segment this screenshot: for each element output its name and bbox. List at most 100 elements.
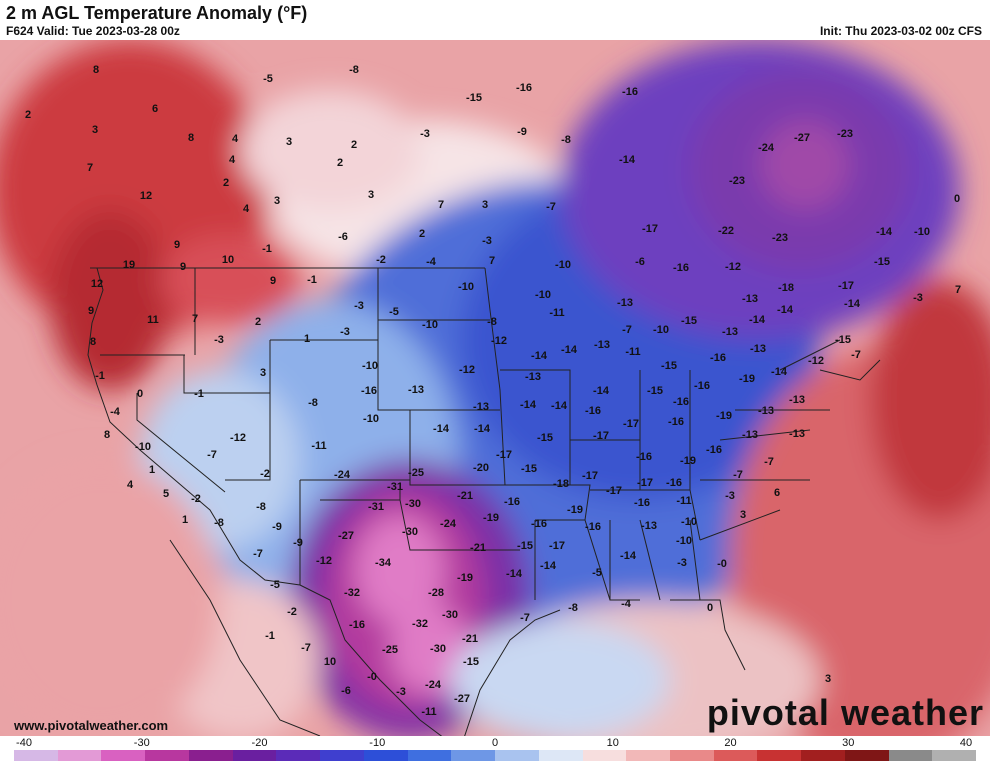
anomaly-value-label: -14	[561, 344, 578, 356]
anomaly-value-label: -10	[135, 441, 151, 453]
anomaly-value-label: 3	[482, 199, 488, 211]
anomaly-value-label: -2	[260, 468, 270, 480]
anomaly-value-label: -31	[387, 481, 403, 493]
anomaly-value-label: -1	[194, 388, 204, 400]
anomaly-value-label: -10	[555, 259, 571, 271]
anomaly-value-label: -11	[549, 307, 564, 319]
anomaly-value-label: -17	[606, 485, 622, 497]
anomaly-value-label: 7	[192, 313, 198, 325]
colorbar-segment	[538, 750, 583, 761]
colorbar-segment	[844, 750, 889, 761]
colorbar-segment	[101, 750, 146, 761]
anomaly-value-label: -15	[521, 463, 537, 475]
anomaly-value-label: -13	[641, 520, 657, 532]
anomaly-value-label: -30	[405, 498, 421, 510]
anomaly-value-label: 1	[149, 464, 155, 476]
anomaly-value-label: -8	[568, 602, 578, 614]
anomaly-value-label: -18	[778, 282, 794, 294]
colorbar-segment	[670, 750, 714, 761]
anomaly-value-label: 0	[954, 193, 960, 205]
anomaly-value-label: 1	[182, 514, 188, 526]
anomaly-value-label: -25	[408, 467, 424, 479]
colorbar-segment	[145, 750, 189, 761]
anomaly-value-label: -3	[340, 326, 350, 338]
anomaly-value-label: 3	[740, 509, 746, 521]
anomaly-value-label: 8	[93, 64, 99, 76]
anomaly-value-label: -12	[808, 355, 824, 367]
anomaly-value-label: -4	[426, 256, 437, 268]
anomaly-value-label: -16	[673, 262, 689, 274]
anomaly-value-label: -16	[706, 444, 722, 456]
colorbar-segment	[932, 750, 977, 761]
anomaly-value-label: -14	[619, 154, 636, 166]
anomaly-value-label: -16	[666, 477, 682, 489]
anomaly-value-label: 7	[955, 284, 961, 296]
anomaly-value-label: 4	[232, 133, 239, 145]
anomaly-value-label: -19	[457, 572, 473, 584]
anomaly-value-label: -16	[504, 496, 520, 508]
anomaly-value-label: -19	[483, 512, 499, 524]
anomaly-value-label: -14	[620, 550, 637, 562]
anomaly-value-label: -17	[838, 280, 854, 292]
anomaly-value-label: -7	[764, 456, 774, 468]
anomaly-value-label: -16	[668, 416, 684, 428]
anomaly-value-label: -27	[794, 132, 810, 144]
anomaly-value-label: -7	[520, 612, 530, 624]
anomaly-value-label: 0	[137, 388, 143, 400]
colorbar-tick-label: 20	[724, 737, 737, 749]
anomaly-value-label: -3	[354, 300, 364, 312]
anomaly-value-label: -15	[661, 360, 677, 372]
anomaly-value-label: -10	[676, 535, 692, 547]
anomaly-value-label: 9	[180, 261, 186, 273]
anomaly-value-label: -32	[344, 587, 360, 599]
anomaly-value-label: -11	[625, 346, 640, 358]
anomaly-value-label: 6	[152, 103, 158, 115]
anomaly-value-label: 7	[489, 255, 495, 267]
anomaly-value-label: -3	[396, 686, 406, 698]
anomaly-value-label: 7	[87, 162, 93, 174]
anomaly-value-label: -13	[408, 384, 424, 396]
anomaly-value-label: -7	[851, 349, 861, 361]
colorbar-segment	[320, 750, 364, 761]
anomaly-value-label: -14	[777, 304, 794, 316]
anomaly-value-label: -8	[214, 517, 224, 529]
colorbar-tick-label: -10	[369, 737, 386, 749]
temperature-anomaly-map: 8 2 3 6 7 12 8 4 4 2 4 3 3 -5 -8 2 2 3 7 3 -3 -15 -16 -9 -8 -16 -1…	[0, 40, 990, 736]
anomaly-value-label: -7	[622, 324, 632, 336]
anomaly-value-label: -16	[694, 380, 710, 392]
anomaly-value-label: -12	[230, 432, 246, 444]
anomaly-value-label: -3	[913, 292, 923, 304]
colorbar-tick-label: 30	[842, 737, 855, 749]
anomaly-value-label: -17	[623, 418, 639, 430]
anomaly-value-label: -16	[673, 396, 689, 408]
anomaly-value-label: -6	[635, 256, 645, 268]
colorbar-segment	[713, 750, 758, 761]
anomaly-value-label: -14	[593, 385, 610, 397]
anomaly-value-label: 3	[286, 136, 292, 148]
anomaly-value-label: -1	[307, 274, 317, 286]
anomaly-value-label: -20	[473, 462, 489, 474]
anomaly-value-label: -15	[463, 656, 479, 668]
anomaly-value-label: -13	[750, 343, 766, 355]
anomaly-value-label: -7	[733, 469, 743, 481]
anomaly-value-label: -15	[517, 540, 533, 552]
anomaly-fill-field	[0, 40, 990, 736]
anomaly-value-label: -10	[681, 516, 697, 528]
anomaly-value-label: 3	[825, 673, 831, 685]
anomaly-value-label: -30	[442, 609, 458, 621]
anomaly-value-label: -15	[874, 256, 890, 268]
anomaly-value-label: 5	[163, 488, 169, 500]
anomaly-value-label: -16	[531, 518, 547, 530]
anomaly-value-label: -14	[551, 400, 568, 412]
anomaly-value-label: -16	[636, 451, 652, 463]
anomaly-value-label: -11	[676, 495, 691, 507]
anomaly-value-label: -17	[582, 470, 598, 482]
anomaly-value-label: -15	[835, 334, 851, 346]
anomaly-value-label: -10	[362, 360, 378, 372]
anomaly-value-label: -0	[367, 671, 377, 683]
anomaly-value-label: -8	[349, 64, 359, 76]
valid-time: F624 Valid: Tue 2023-03-28 00z	[6, 24, 180, 38]
anomaly-value-label: -8	[308, 397, 318, 409]
anomaly-value-label: -2	[191, 493, 201, 505]
anomaly-value-label: -16	[361, 385, 377, 397]
